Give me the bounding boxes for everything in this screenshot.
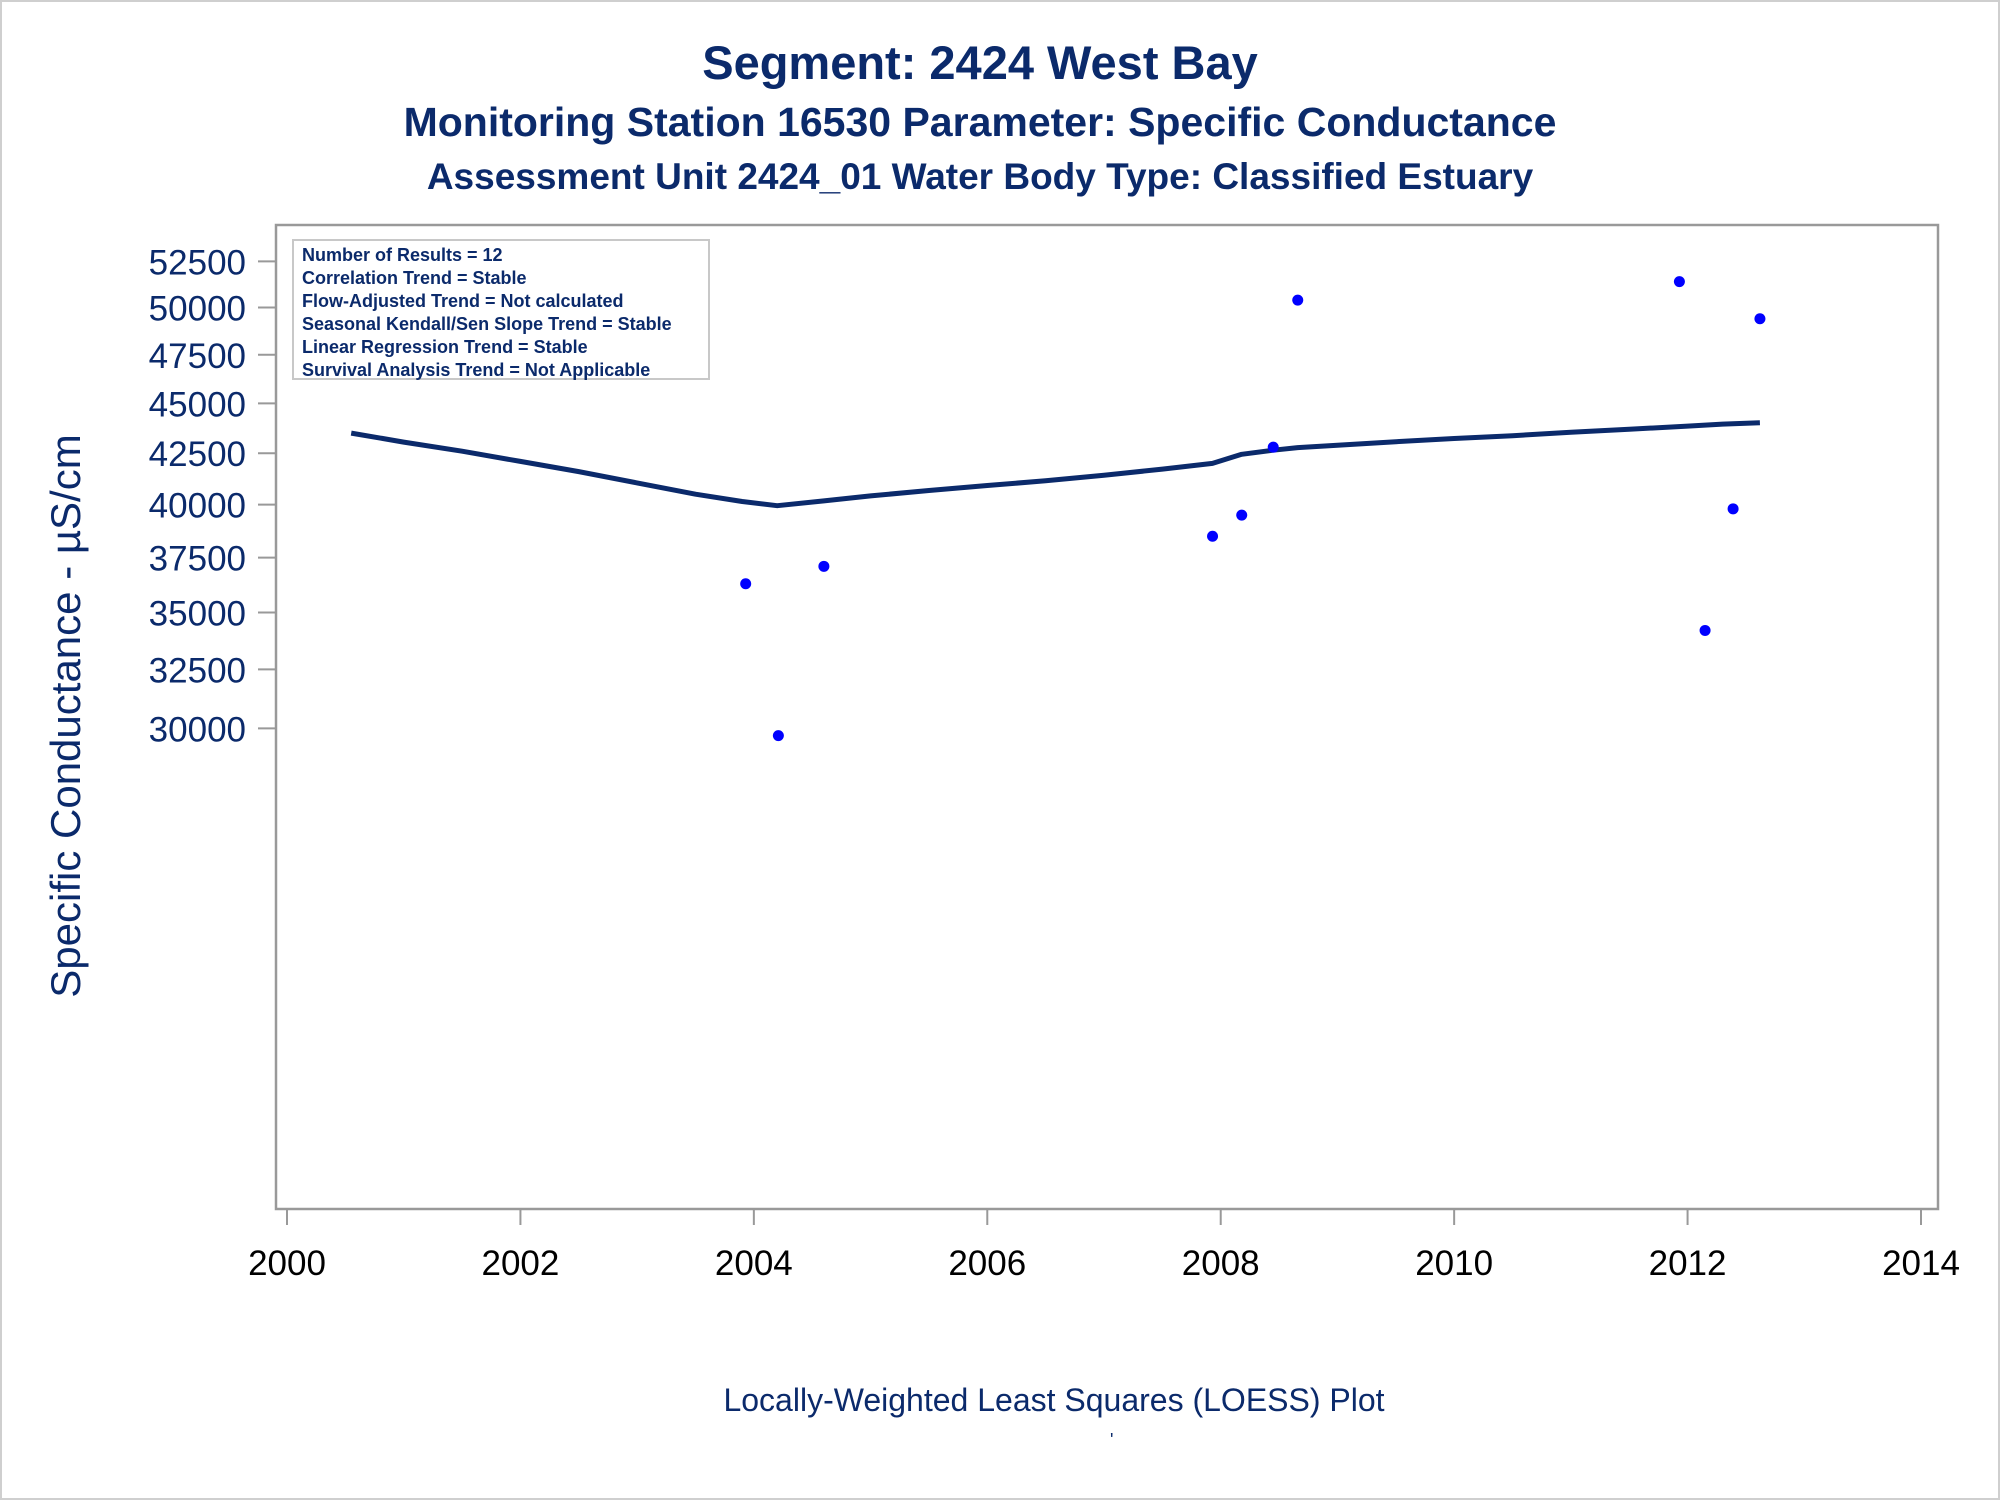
plot-area-frame	[274, 223, 1940, 1211]
data-point	[1292, 294, 1304, 306]
x-tick-label: 2008	[1182, 1244, 1260, 1283]
stat-survival-analysis-trend: Survival Analysis Trend = Not Applicable	[302, 360, 651, 380]
stat-seasonal-kendall-trend: Seasonal Kendall/Sen Slope Trend = Stabl…	[302, 314, 672, 334]
y-tick-label: 42500	[149, 435, 246, 474]
stat-correlation-trend: Correlation Trend = Stable	[302, 268, 527, 288]
y-tick-label: 32500	[149, 651, 246, 690]
data-point	[1699, 624, 1711, 636]
footnote-mark: '	[1110, 1430, 1114, 1450]
y-tick-label: 50000	[149, 290, 246, 329]
data-point	[740, 578, 752, 590]
data-point	[1267, 441, 1279, 453]
data-point	[1673, 276, 1685, 288]
y-tick-label: 37500	[149, 540, 246, 579]
data-point	[818, 560, 830, 572]
x-tick-label: 2014	[1882, 1244, 1960, 1283]
x-tick-label: 2010	[1415, 1244, 1493, 1283]
stat-flow-adjusted-trend: Flow-Adjusted Trend = Not calculated	[302, 291, 624, 311]
y-tick-label: 35000	[149, 594, 246, 633]
x-tick-label: 2004	[715, 1244, 793, 1283]
y-axis-label: Specific Conductance - µS/cm	[42, 434, 89, 998]
y-tick-label: 45000	[149, 385, 246, 424]
data-point	[1754, 313, 1766, 325]
data-point	[1207, 530, 1219, 542]
data-point	[1727, 503, 1739, 515]
chart-title: Segment: 2424 West Bay	[702, 36, 1258, 89]
y-tick-label: 52500	[149, 243, 246, 282]
y-tick-label: 30000	[149, 710, 246, 749]
x-tick-label: 2012	[1649, 1244, 1727, 1283]
x-tick-label: 2000	[248, 1244, 326, 1283]
stat-linear-regression-trend: Linear Regression Trend = Stable	[302, 337, 588, 357]
chart-subtitle-assessment-unit: Assessment Unit 2424_01 Water Body Type:…	[426, 156, 1534, 197]
data-point	[1236, 509, 1248, 521]
trend-stats-box: Number of Results = 12 Correlation Trend…	[292, 239, 710, 380]
x-tick-label: 2006	[948, 1244, 1026, 1283]
chart-subtitle-station: Monitoring Station 16530 Parameter: Spec…	[403, 99, 1557, 145]
stat-number-of-results: Number of Results = 12	[302, 245, 503, 265]
y-tick-label: 47500	[149, 337, 246, 376]
y-tick-label: 40000	[149, 487, 246, 526]
x-tick-label: 2002	[481, 1244, 559, 1283]
plot-method-footnote: Locally-Weighted Least Squares (LOESS) P…	[723, 1382, 1385, 1418]
data-point	[772, 730, 784, 742]
loess-line	[350, 420, 1760, 509]
